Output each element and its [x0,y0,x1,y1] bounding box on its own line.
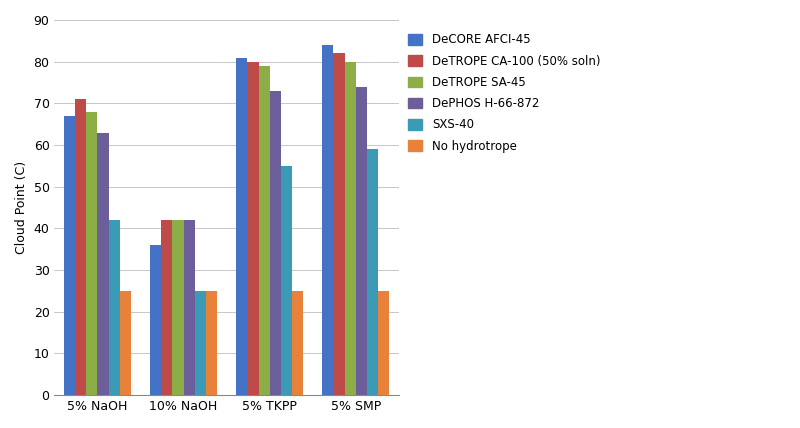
Bar [64,116,75,395]
Bar [334,54,345,395]
Bar [120,291,131,395]
Y-axis label: Cloud Point (C): Cloud Point (C) [15,161,28,254]
Bar [356,87,367,395]
Bar [322,45,334,395]
Bar [172,220,183,395]
Bar [150,245,162,395]
Bar [98,133,109,395]
Bar [281,166,292,395]
Bar [258,66,270,395]
Bar [378,291,390,395]
Bar [194,291,206,395]
Bar [75,99,86,395]
Bar [292,291,303,395]
Bar [367,149,378,395]
Bar [162,220,172,395]
Bar [236,57,247,395]
Bar [86,112,98,395]
Bar [109,220,120,395]
Bar [206,291,217,395]
Bar [270,91,281,395]
Legend: DeCORE AFCI-45, DeTROPE CA-100 (50% soln), DeTROPE SA-45, DePHOS H-66-872, SXS-4: DeCORE AFCI-45, DeTROPE CA-100 (50% soln… [402,27,606,159]
Bar [247,62,258,395]
Bar [345,62,356,395]
Bar [183,220,194,395]
